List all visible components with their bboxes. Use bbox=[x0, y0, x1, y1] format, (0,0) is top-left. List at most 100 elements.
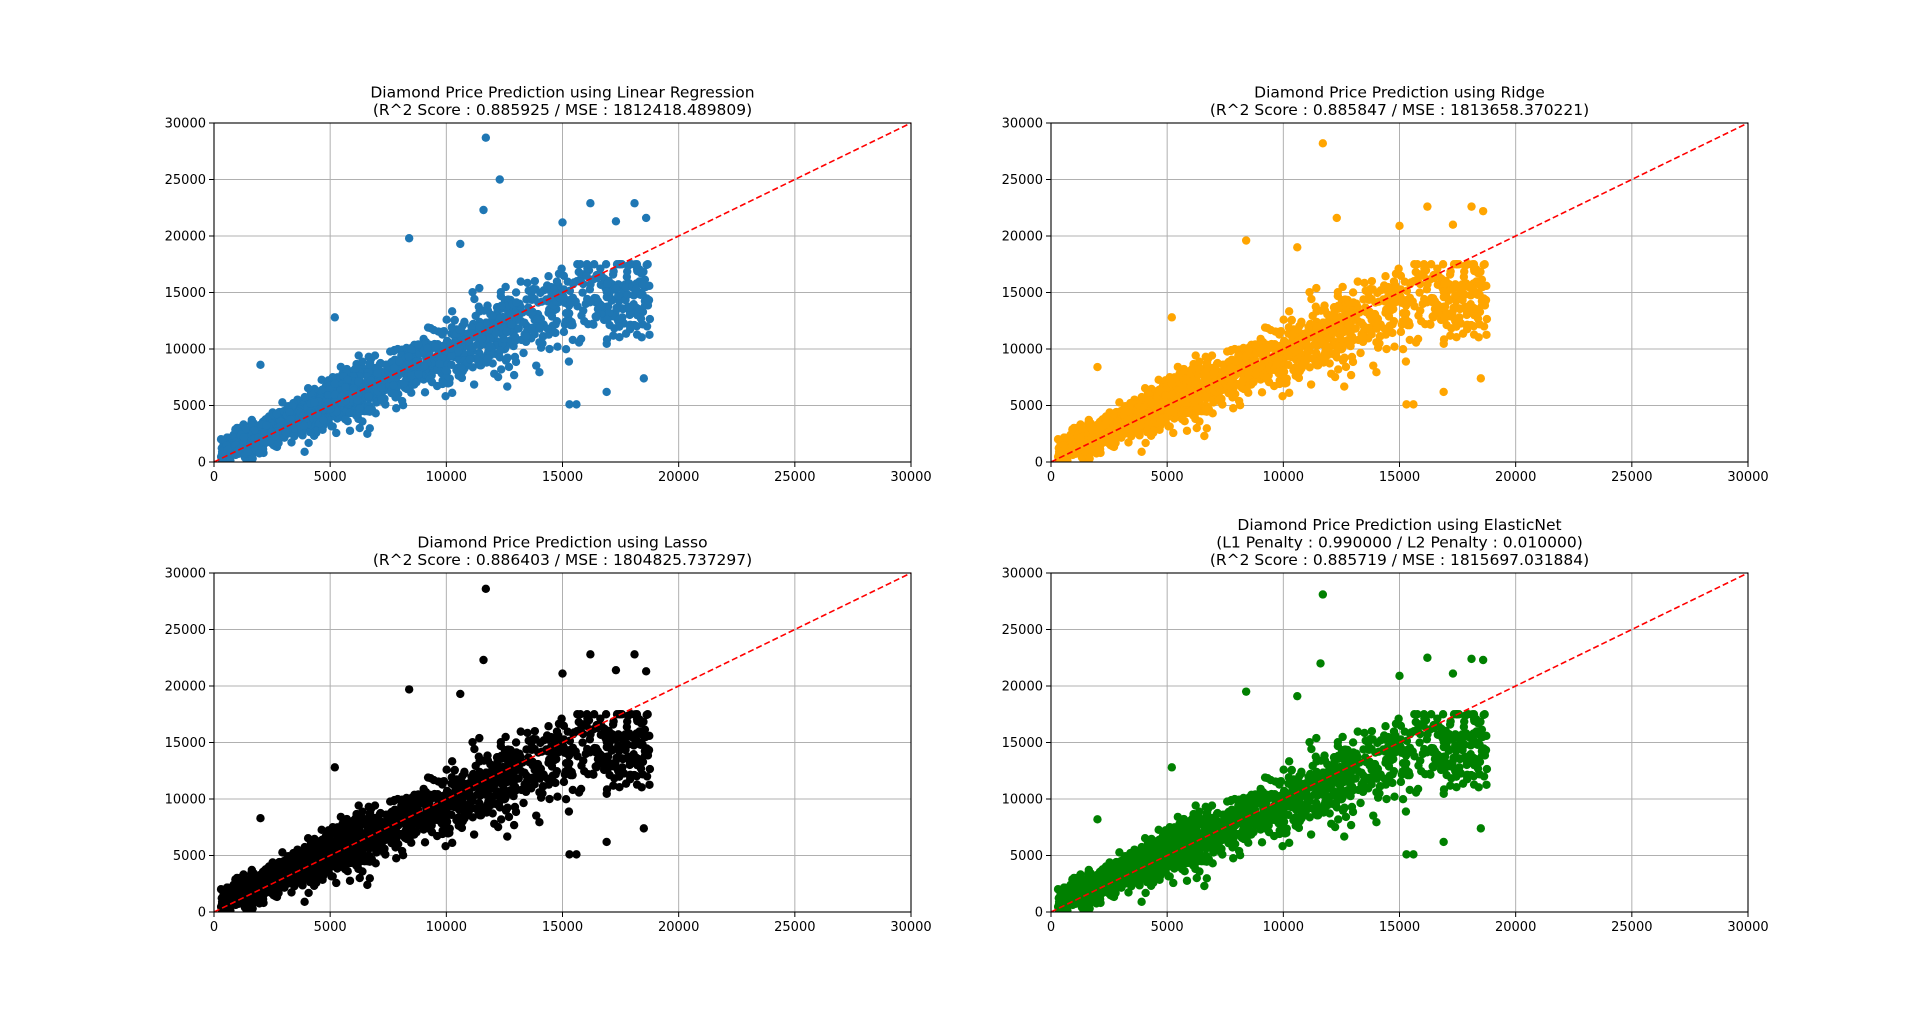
data-point bbox=[552, 277, 562, 286]
y-tick-label: 30000 bbox=[1002, 117, 1043, 132]
data-point bbox=[377, 383, 386, 393]
data-point bbox=[319, 415, 328, 425]
data-point bbox=[479, 205, 488, 215]
data-point bbox=[1433, 264, 1442, 273]
data-point bbox=[337, 392, 346, 402]
data-point bbox=[1307, 294, 1316, 304]
data-point bbox=[615, 314, 624, 323]
data-point bbox=[447, 388, 457, 398]
data-point bbox=[435, 359, 444, 369]
data-point bbox=[469, 380, 479, 389]
data-point bbox=[470, 294, 479, 304]
data-point bbox=[317, 825, 326, 835]
data-point bbox=[1087, 425, 1096, 435]
data-point bbox=[354, 351, 363, 360]
data-point bbox=[509, 370, 519, 380]
data-point bbox=[602, 387, 611, 397]
data-point bbox=[407, 345, 416, 355]
data-point bbox=[597, 301, 607, 311]
data-point bbox=[491, 329, 500, 338]
data-point bbox=[1475, 280, 1485, 289]
data-point bbox=[564, 357, 574, 366]
data-point bbox=[645, 330, 654, 339]
data-point bbox=[535, 338, 544, 347]
data-point bbox=[1169, 428, 1178, 438]
data-point bbox=[1279, 315, 1288, 324]
data-point bbox=[1398, 345, 1408, 354]
data-point bbox=[639, 374, 649, 383]
data-point bbox=[1482, 314, 1492, 324]
data-point bbox=[1284, 323, 1293, 332]
data-point bbox=[1251, 340, 1260, 349]
data-point bbox=[1372, 338, 1381, 347]
y-tick-label: 25000 bbox=[1002, 173, 1043, 188]
data-point bbox=[1468, 284, 1478, 294]
data-point bbox=[530, 294, 539, 304]
data-point bbox=[1182, 408, 1192, 418]
data-point bbox=[1122, 408, 1131, 417]
data-point bbox=[1188, 364, 1197, 373]
y-tick-label: 5000 bbox=[1010, 399, 1043, 414]
data-point bbox=[341, 383, 350, 392]
data-point bbox=[243, 447, 253, 456]
data-point bbox=[241, 424, 250, 434]
data-point bbox=[523, 278, 532, 288]
y-tick-label: 15000 bbox=[165, 286, 206, 301]
data-point bbox=[1173, 362, 1183, 372]
data-point bbox=[1332, 353, 1342, 362]
data-point bbox=[530, 276, 540, 286]
data-point bbox=[453, 347, 463, 356]
data-point bbox=[1336, 334, 1345, 343]
data-point bbox=[430, 342, 440, 352]
data-point bbox=[1053, 435, 1063, 444]
data-point bbox=[1267, 342, 1277, 352]
scatter-series bbox=[216, 133, 655, 462]
data-point bbox=[1190, 377, 1200, 386]
data-point bbox=[355, 423, 364, 433]
data-point bbox=[1165, 422, 1174, 431]
x-tick-label: 20000 bbox=[658, 470, 699, 485]
data-point bbox=[336, 362, 346, 372]
data-point bbox=[1140, 384, 1150, 393]
data-point bbox=[1439, 335, 1449, 344]
data-point bbox=[568, 293, 578, 302]
data-point bbox=[389, 380, 398, 390]
data-point bbox=[1398, 309, 1408, 318]
data-point bbox=[1167, 379, 1177, 388]
data-point bbox=[1325, 311, 1334, 320]
data-point bbox=[467, 322, 476, 332]
data-point bbox=[1459, 272, 1469, 282]
data-point bbox=[590, 260, 599, 269]
data-point bbox=[585, 298, 595, 307]
data-point bbox=[1276, 378, 1285, 388]
data-point bbox=[1481, 296, 1490, 306]
data-point bbox=[543, 324, 552, 333]
data-point bbox=[1458, 283, 1468, 292]
data-point bbox=[1462, 303, 1471, 312]
data-point bbox=[1415, 288, 1424, 297]
data-point bbox=[572, 400, 581, 409]
data-point bbox=[1314, 334, 1324, 344]
data-point bbox=[519, 348, 528, 358]
data-point bbox=[420, 388, 430, 397]
data-point bbox=[1141, 438, 1150, 448]
data-point bbox=[1440, 279, 1449, 288]
data-point bbox=[1360, 278, 1369, 288]
data-point bbox=[576, 260, 585, 269]
x-tick-label: 5000 bbox=[314, 470, 347, 485]
data-point bbox=[303, 384, 313, 393]
data-point bbox=[514, 324, 523, 333]
data-point bbox=[602, 335, 612, 344]
data-point bbox=[1451, 291, 1460, 300]
y-tick-label: 5000 bbox=[173, 399, 206, 414]
data-point bbox=[1192, 404, 1202, 413]
data-point bbox=[1155, 425, 1164, 435]
data-point bbox=[1339, 327, 1348, 336]
data-point bbox=[1127, 432, 1136, 441]
data-point bbox=[1109, 409, 1118, 419]
data-point bbox=[623, 290, 632, 299]
data-point bbox=[353, 377, 363, 386]
data-point bbox=[1080, 447, 1090, 456]
data-point bbox=[290, 432, 299, 441]
data-point bbox=[481, 133, 491, 142]
